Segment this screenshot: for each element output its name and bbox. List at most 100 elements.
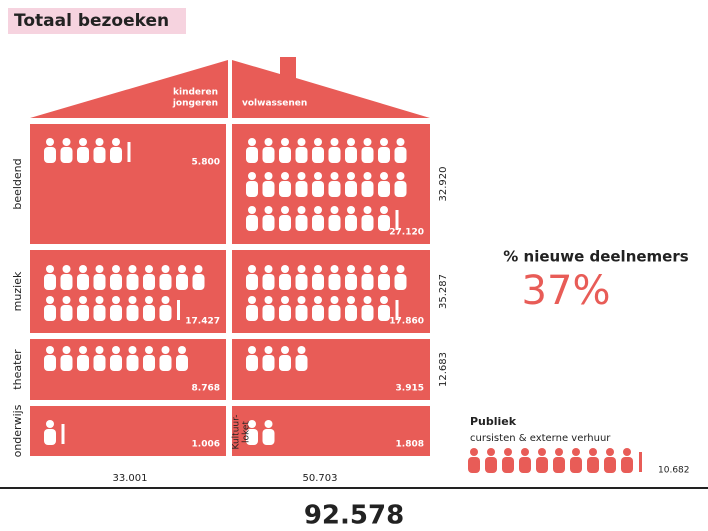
icon-body: [279, 147, 291, 163]
icon-body: [193, 274, 205, 290]
icon-body: [94, 147, 106, 163]
icon-body: [312, 305, 324, 321]
icon-body: [329, 274, 341, 290]
icon-part: [128, 142, 131, 162]
icon-head: [265, 206, 273, 214]
icon-body: [362, 181, 374, 197]
icon-head: [145, 265, 153, 273]
icon-body: [263, 274, 275, 290]
person-icon: [177, 300, 180, 320]
icon-body: [312, 215, 324, 231]
icon-body: [176, 355, 188, 371]
icon-head: [162, 346, 170, 354]
roof-label: kinderen: [173, 88, 218, 98]
icon-body: [160, 305, 172, 321]
icon-head: [265, 346, 273, 354]
icon-part: [177, 300, 180, 320]
icon-head: [364, 138, 372, 146]
icon-head: [46, 265, 54, 273]
icon-body: [263, 215, 275, 231]
icon-head: [331, 206, 339, 214]
icon-body: [378, 274, 390, 290]
icon-body: [77, 305, 89, 321]
person-icon: [570, 448, 582, 473]
row-label: onderwijs: [11, 404, 24, 457]
person-icon: [604, 448, 616, 473]
icon-body: [263, 305, 275, 321]
person-icon: [639, 452, 642, 472]
icon-head: [112, 265, 120, 273]
icon-body: [44, 274, 56, 290]
icon-head: [364, 296, 372, 304]
icon-head: [96, 346, 104, 354]
icon-head: [79, 346, 87, 354]
icon-body: [329, 305, 341, 321]
icon-body: [246, 215, 258, 231]
icon-body: [77, 274, 89, 290]
person-icon: [485, 448, 497, 473]
icon-body: [395, 274, 407, 290]
icon-body: [345, 274, 357, 290]
icon-body: [536, 457, 548, 473]
icon-head: [63, 138, 71, 146]
icon-body: [61, 147, 73, 163]
icon-body: [44, 147, 56, 163]
icon-head: [572, 448, 580, 456]
icon-part: [62, 424, 65, 444]
icon-body: [378, 215, 390, 231]
icon-body: [329, 181, 341, 197]
icon-head: [298, 138, 306, 146]
icon-head: [314, 138, 322, 146]
icon-body: [143, 305, 155, 321]
icon-body: [362, 147, 374, 163]
icon-body: [329, 147, 341, 163]
icon-body: [587, 457, 599, 473]
icon-head: [96, 265, 104, 273]
icon-head: [314, 206, 322, 214]
icon-head: [248, 296, 256, 304]
icon-part: [396, 300, 399, 320]
icon-head: [397, 265, 405, 273]
icon-head: [623, 448, 631, 456]
audience-title: Publiek: [470, 415, 517, 428]
column-total: 50.703: [303, 473, 338, 484]
icon-head: [46, 420, 54, 428]
cell-value: 3.915: [396, 384, 424, 394]
icon-head: [347, 265, 355, 273]
person-icon: [468, 448, 480, 473]
icon-head: [555, 448, 563, 456]
icon-head: [46, 346, 54, 354]
stat-label: % nieuwe deelnemers: [503, 248, 688, 266]
icon-body: [345, 147, 357, 163]
icon-head: [46, 138, 54, 146]
icon-head: [397, 172, 405, 180]
icon-body: [621, 457, 633, 473]
icon-body: [296, 181, 308, 197]
icon-head: [79, 296, 87, 304]
icon-body: [604, 457, 616, 473]
icon-head: [380, 265, 388, 273]
icon-body: [279, 355, 291, 371]
icon-body: [110, 147, 122, 163]
person-icon: [502, 448, 514, 473]
icon-head: [162, 265, 170, 273]
icon-head: [79, 265, 87, 273]
icon-head: [281, 265, 289, 273]
icon-body: [110, 274, 122, 290]
icon-part: [396, 210, 399, 230]
icon-head: [589, 448, 597, 456]
icon-head: [265, 420, 273, 428]
icon-body: [395, 181, 407, 197]
icon-head: [487, 448, 495, 456]
icon-head: [265, 138, 273, 146]
icon-head: [145, 296, 153, 304]
icon-head: [380, 172, 388, 180]
icon-body: [61, 274, 73, 290]
icon-head: [380, 138, 388, 146]
icon-head: [298, 172, 306, 180]
icon-body: [378, 305, 390, 321]
icon-head: [281, 206, 289, 214]
icon-body: [362, 274, 374, 290]
icon-body: [127, 274, 139, 290]
icon-head: [281, 296, 289, 304]
